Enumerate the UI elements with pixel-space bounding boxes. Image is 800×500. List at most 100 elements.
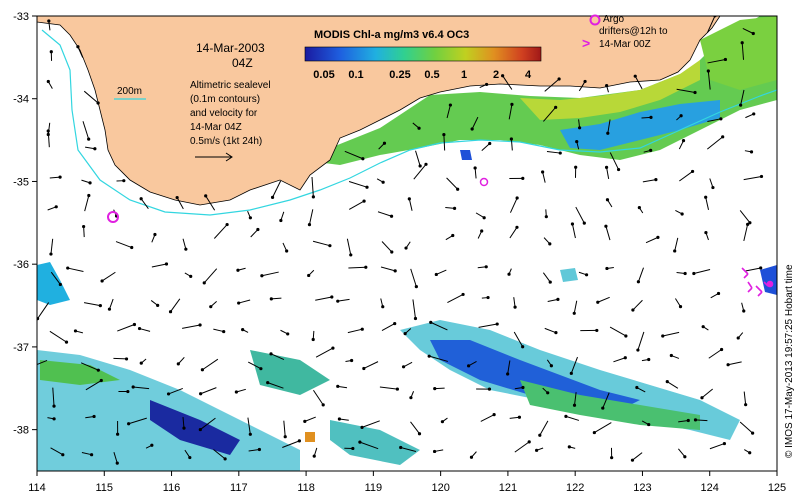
velocity-arrow	[613, 357, 626, 363]
velocity-arrow-head	[93, 147, 97, 151]
x-tick-label: 115	[95, 482, 113, 494]
velocity-arrow-head	[679, 114, 683, 118]
velocity-arrow	[447, 293, 464, 304]
velocity-arrow-head	[137, 326, 142, 331]
chl-small-blue-2	[560, 268, 578, 282]
velocity-arrow-head	[182, 426, 186, 430]
velocity-arrows	[37, 16, 764, 465]
velocity-arrow-head	[360, 425, 364, 429]
argo-drifter-2	[479, 177, 489, 187]
velocity-arrow-head	[417, 126, 421, 130]
velocity-arrow	[508, 104, 513, 120]
velocity-arrow	[381, 241, 393, 253]
velocity-arrow-head	[452, 206, 457, 210]
map-hour: 04Z	[232, 56, 253, 70]
velocity-arrow	[400, 447, 417, 452]
velocity-arrow-head	[487, 387, 492, 391]
velocity-arrow-head	[692, 271, 696, 276]
velocity-arrow-head	[482, 216, 486, 220]
velocity-arrow	[50, 447, 64, 456]
velocity-arrow-head	[759, 266, 763, 270]
velocity-arrow	[412, 299, 416, 319]
credit-text: © IMOS 17-May-2013 19:57:25 Hobart time	[784, 264, 795, 458]
velocity-arrow	[49, 330, 67, 343]
velocity-arrow	[542, 272, 551, 283]
velocity-arrow-head	[507, 272, 511, 276]
velocity-arrow	[182, 238, 187, 250]
velocity-arrow-head	[122, 179, 126, 183]
velocity-arrow-head	[548, 280, 552, 284]
velocity-arrow-head	[473, 166, 477, 170]
velocity-arrow-head	[297, 439, 301, 443]
velocity-arrow-head	[492, 413, 496, 417]
velocity-arrow	[50, 238, 54, 255]
velocity-arrow-head	[554, 331, 558, 335]
velocity-arrow-head	[527, 440, 531, 444]
velocity-arrow	[77, 46, 84, 58]
velocity-arrow	[706, 136, 724, 150]
velocity-arrow	[37, 360, 48, 366]
velocity-arrow-head	[124, 357, 129, 361]
velocity-arrow	[346, 238, 352, 256]
velocity-arrow-head	[401, 365, 406, 369]
velocity-arrow-head	[175, 195, 179, 200]
velocity-arrow	[182, 324, 201, 329]
velocity-arrow-head	[358, 440, 362, 444]
velocity-arrow	[708, 349, 722, 359]
map-date: 14-Mar-2003	[196, 41, 265, 55]
velocity-arrow	[213, 328, 224, 333]
velocity-arrow	[705, 197, 710, 210]
velocity-arrow-head	[153, 232, 157, 237]
velocity-arrow-head	[623, 356, 627, 360]
velocity-arrow-head	[64, 340, 69, 344]
velocity-arrow-head	[46, 79, 50, 84]
velocity-arrow-head	[381, 305, 385, 309]
velocity-arrow-head	[256, 227, 260, 232]
velocity-arrow	[741, 42, 745, 60]
velocity-arrow-head	[225, 222, 229, 227]
velocity-arrow-head	[678, 304, 683, 309]
x-tick-label: 114	[28, 482, 46, 494]
velocity-arrow-head	[303, 419, 307, 423]
velocity-arrow-head	[719, 347, 724, 352]
velocity-arrow-head	[442, 133, 446, 137]
velocity-arrow-head	[199, 392, 203, 396]
velocity-arrow-head	[270, 195, 275, 199]
velocity-arrow	[632, 452, 643, 461]
velocity-arrow	[410, 421, 420, 435]
x-tick-label: 119	[365, 482, 383, 494]
velocity-arrow-head	[669, 353, 673, 358]
velocity-arrow-head	[722, 441, 726, 446]
velocity-arrow-head	[126, 389, 130, 394]
velocity-arrow-head	[681, 139, 686, 143]
velocity-arrow-head	[381, 180, 385, 184]
velocity-arrow-head	[736, 336, 740, 340]
chl-ne-corner	[700, 16, 777, 90]
velocity-arrow-head	[630, 458, 635, 462]
velocity-arrow-head	[616, 167, 621, 172]
velocity-arrow	[344, 150, 364, 160]
velocity-arrow-head	[704, 230, 708, 235]
velocity-arrow	[667, 381, 679, 389]
velocity-arrow-head	[58, 282, 62, 287]
velocity-arrow-head	[513, 305, 517, 309]
velocity-arrow-head	[54, 205, 58, 209]
velocity-arrow-head	[198, 427, 202, 432]
velocity-arrow-head	[448, 103, 452, 107]
velocity-arrow	[304, 416, 316, 422]
velocity-arrow-head	[744, 403, 748, 407]
velocity-arrow	[168, 387, 183, 395]
velocity-arrow	[140, 198, 149, 209]
velocity-arrow	[743, 224, 749, 242]
velocity-arrow-head	[127, 422, 131, 426]
velocity-arrow-head	[564, 414, 568, 419]
velocity-arrow-head	[248, 432, 252, 436]
velocity-arrow	[605, 226, 611, 241]
velocity-arrow-head	[549, 364, 553, 368]
velocity-arrow	[313, 389, 324, 406]
x-tick-label: 120	[431, 482, 449, 494]
altimetry-line-3: and velocity for	[190, 108, 258, 119]
velocity-arrow-head	[546, 391, 550, 395]
velocity-arrow	[315, 347, 334, 358]
velocity-arrow	[446, 177, 459, 190]
